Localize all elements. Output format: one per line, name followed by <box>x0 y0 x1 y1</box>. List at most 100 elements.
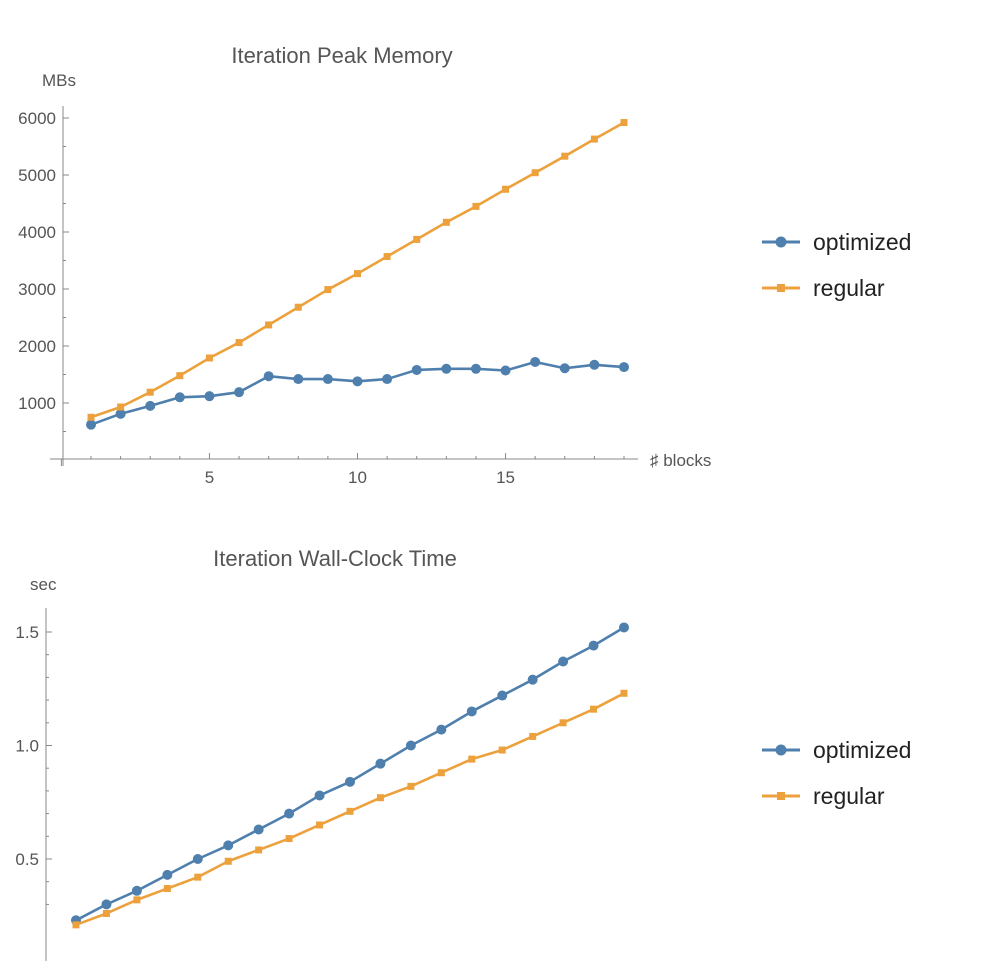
data-point-optimized <box>71 915 81 926</box>
data-point-regular <box>502 185 510 193</box>
data-point-optimized <box>115 408 126 419</box>
data-point-optimized <box>131 885 142 896</box>
series-line-regular <box>75 692 625 927</box>
legend-marker <box>775 744 787 756</box>
data-point-regular <box>437 769 445 777</box>
data-point-regular <box>442 218 450 226</box>
legend-label: optimized <box>813 229 911 255</box>
data-point-regular <box>133 896 141 904</box>
legend-marker <box>777 792 785 800</box>
y-tick-label: 1.0 <box>15 737 39 756</box>
data-point-regular <box>224 857 232 865</box>
chart-title: Iteration Peak Memory <box>231 43 452 68</box>
data-point-optimized <box>405 740 416 751</box>
data-point-optimized <box>284 808 295 819</box>
data-point-regular <box>376 794 384 802</box>
data-point-optimized <box>497 690 508 701</box>
series-line-regular <box>90 121 625 419</box>
legend-item-optimized: optimized <box>762 737 911 763</box>
legend-item-regular: regular <box>762 783 885 809</box>
data-point-optimized <box>500 365 511 376</box>
data-point-optimized <box>441 363 452 374</box>
legend-marker <box>777 284 785 292</box>
data-point-optimized <box>382 374 393 385</box>
data-point-optimized <box>293 374 304 385</box>
chart-title: Iteration Wall-Clock Time <box>213 546 457 571</box>
chart-iteration-peak-memory: Iteration Peak Memory MBs ♯ blocks 1000 2… <box>18 43 911 487</box>
legend-item-optimized: optimized <box>762 229 911 255</box>
x-tick-label: 15 <box>496 468 515 487</box>
x-tick-label: 10 <box>348 468 367 487</box>
data-point-regular <box>472 202 480 210</box>
y-tick-label: 6000 <box>18 109 56 128</box>
data-point-optimized <box>204 391 215 402</box>
data-point-regular <box>531 169 539 177</box>
data-point-regular <box>468 755 476 763</box>
data-point-optimized <box>86 419 96 430</box>
data-point-regular <box>117 403 125 411</box>
data-point-regular <box>498 746 506 754</box>
data-point-regular <box>285 835 293 843</box>
data-point-regular <box>205 354 213 362</box>
legend-label: regular <box>813 275 885 301</box>
data-point-regular <box>561 152 569 160</box>
data-point-regular <box>102 909 110 917</box>
data-point-regular <box>590 705 598 713</box>
data-point-optimized <box>352 376 363 387</box>
data-point-regular <box>383 253 391 261</box>
data-point-optimized <box>411 364 422 375</box>
data-point-optimized <box>588 640 599 651</box>
data-point-regular <box>194 873 202 881</box>
y-axis-label: sec <box>30 575 57 594</box>
legend-label: regular <box>813 783 885 809</box>
x-tick-label: 5 <box>205 468 214 487</box>
data-point-regular <box>265 321 273 329</box>
data-point-optimized <box>530 356 541 367</box>
data-point-regular <box>235 339 243 347</box>
y-tick-label: 1.5 <box>15 623 39 642</box>
data-point-optimized <box>174 392 185 403</box>
data-point-regular <box>316 821 324 829</box>
series-line-optimized <box>75 626 625 922</box>
data-point-regular <box>87 413 95 421</box>
data-point-optimized <box>345 776 355 787</box>
y-tick-label: 5000 <box>18 166 56 185</box>
data-point-regular <box>294 303 302 311</box>
data-point-optimized <box>436 724 447 735</box>
y-tick-label: 0.5 <box>15 850 39 869</box>
data-point-regular <box>146 388 154 396</box>
legend: optimized regular <box>762 229 911 301</box>
data-point-regular <box>163 885 171 893</box>
data-point-regular <box>346 807 354 815</box>
data-point-optimized <box>470 363 481 374</box>
data-point-optimized <box>619 622 629 633</box>
data-point-optimized <box>466 706 477 717</box>
legend-item-regular: regular <box>762 275 885 301</box>
data-point-optimized <box>192 854 203 864</box>
data-point-regular <box>72 921 80 929</box>
series-line-optimized <box>90 360 625 426</box>
data-point-optimized <box>223 840 234 851</box>
data-point-optimized <box>527 674 538 685</box>
data-point-optimized <box>234 387 245 398</box>
data-point-regular <box>559 719 567 727</box>
legend-label: optimized <box>813 737 911 763</box>
legend: optimized regular <box>762 737 911 809</box>
legend-marker <box>775 236 787 248</box>
data-point-optimized <box>253 824 264 835</box>
data-point-optimized <box>558 656 569 667</box>
data-point-regular <box>620 119 628 127</box>
data-point-optimized <box>263 371 274 382</box>
data-point-regular <box>620 689 628 697</box>
data-point-regular <box>407 782 415 790</box>
y-tick-label: 2000 <box>18 337 56 356</box>
data-point-regular <box>590 135 598 143</box>
data-point-regular <box>354 270 361 278</box>
data-point-optimized <box>314 790 325 801</box>
data-point-optimized <box>559 363 570 374</box>
y-axis-label: MBs <box>42 71 76 90</box>
data-point-regular <box>529 732 537 740</box>
x-axis-label: ♯ blocks <box>650 451 711 470</box>
data-point-optimized <box>101 899 112 910</box>
data-point-optimized <box>619 362 629 373</box>
